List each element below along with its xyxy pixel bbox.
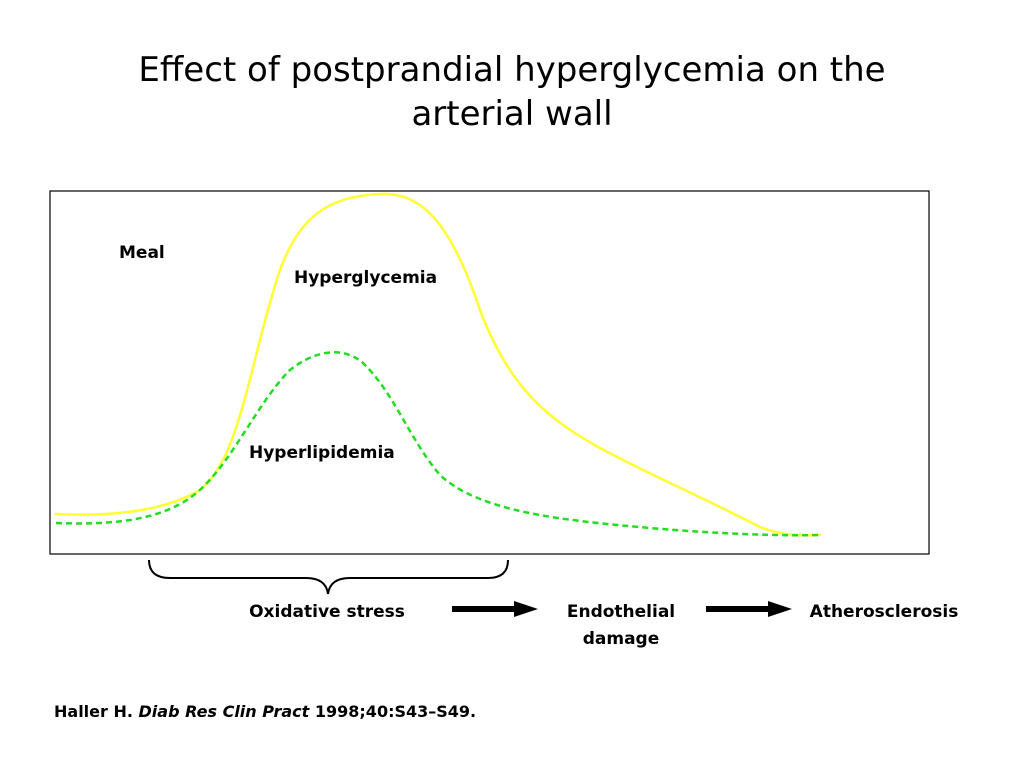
page-title-line-1: Effect of postprandial hyperglycemia on …: [138, 50, 886, 90]
citation: Haller H. Diab Res Clin Pract 1998;40:S4…: [54, 702, 476, 721]
flow-endothelial-line-2: damage: [583, 629, 660, 649]
page-title: Effect of postprandial hyperglycemia on …: [0, 48, 1024, 136]
hyperlipidemia-label: Hyperlipidemia: [249, 443, 395, 463]
citation-author: Haller H.: [54, 702, 133, 721]
hyperglycemia-label: Hyperglycemia: [294, 268, 437, 288]
flow-endothelial-line-1: Endothelial: [567, 602, 675, 622]
flow-atherosclerosis: Atherosclerosis: [810, 602, 959, 622]
flow-oxidative-stress: Oxidative stress: [249, 602, 405, 622]
page-title-line-2: arterial wall: [411, 94, 613, 134]
hyperlipidemia-curve: [55, 351, 821, 537]
hyperglycemia-curve: [54, 192, 822, 537]
graph-frame: [49, 190, 930, 555]
meal-label: Meal: [119, 243, 165, 263]
right-arrow-icon: [706, 601, 792, 617]
citation-journal: Diab Res Clin Pract: [138, 702, 310, 721]
citation-details: 1998;40:S43–S49.: [314, 702, 477, 721]
curly-brace-icon: [148, 559, 509, 595]
right-arrow-icon: [452, 601, 538, 617]
